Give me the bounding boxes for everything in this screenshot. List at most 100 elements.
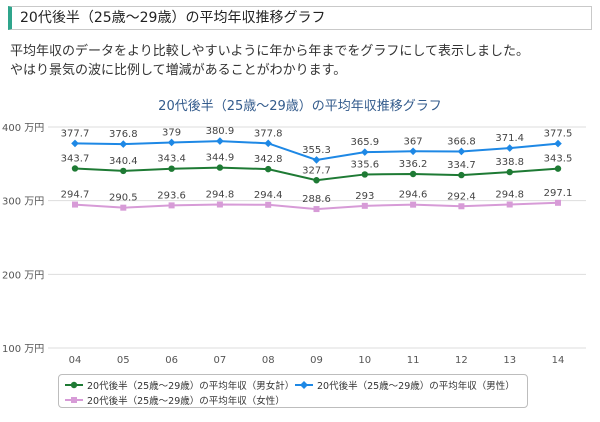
data-point[interactable] [264,139,272,148]
x-tick-label: 08 [262,355,275,366]
data-point[interactable] [361,171,368,178]
data-label: 376.8 [109,129,138,140]
data-point[interactable] [168,165,175,172]
data-label: 334.7 [447,160,476,171]
data-point[interactable] [457,147,466,156]
data-point[interactable] [216,164,224,171]
legend-marker-overall [65,381,83,389]
y-axis: 100 万円 200 万円 300 万円 400 万円 [2,123,44,355]
data-point[interactable] [265,201,272,208]
series-male: 377.7 376.8 379 380.9 377.8 355.3 365.9 367 366.… [61,126,573,164]
data-point[interactable] [313,177,320,184]
data-point[interactable] [216,137,224,145]
data-label: 335.6 [350,159,379,170]
data-point[interactable] [554,139,562,148]
data-point[interactable] [120,167,127,175]
legend-item-female[interactable]: 20代後半（25歳～29歳）の平均年収（女性） [65,393,285,407]
data-point[interactable] [410,201,417,208]
x-tick-label: 06 [165,355,178,366]
x-tick-label: 12 [455,355,468,366]
x-tick-label: 07 [214,355,227,366]
data-label: 343.4 [157,154,186,165]
data-label: 294.8 [495,189,524,200]
data-label: 380.9 [206,126,235,137]
y-tick-label: 300 万円 [2,197,44,208]
data-label: 342.8 [254,154,283,165]
data-label: 294.4 [254,190,283,201]
data-label: 290.5 [109,193,138,204]
data-label: 343.5 [544,154,573,165]
data-label: 379 [162,127,181,138]
data-label: 371.4 [495,133,524,144]
data-point[interactable] [409,170,417,178]
data-point[interactable] [361,148,369,156]
data-point[interactable] [312,156,321,164]
data-label: 292.4 [447,191,476,202]
data-point[interactable] [505,144,514,152]
data-label: 294.8 [206,189,235,200]
y-tick-label: 200 万円 [2,270,44,281]
data-label: 377.8 [254,128,283,139]
chart-legend: 20代後半（25歳～29歳）の平均年収（男女計） 20代後半（25歳～29歳）の… [58,374,528,408]
data-point[interactable] [167,138,176,147]
line-chart: 20代後半（25歳～29歳）の平均年収推移グラフ 100 万円 200 万円 300… [2,99,586,366]
data-label: 377.7 [61,128,90,139]
legend-label-male: 20代後半（25歳～29歳）の平均年収（男性） [317,381,515,392]
data-label: 297.1 [544,188,573,199]
data-point[interactable] [555,199,561,206]
data-point[interactable] [216,201,223,208]
data-point[interactable] [361,202,368,209]
data-label: 338.8 [495,157,524,168]
data-label: 336.2 [399,159,428,170]
data-label: 327.7 [302,165,331,176]
y-tick-label: 100 万円 [2,344,44,355]
data-point[interactable] [119,140,128,148]
data-point[interactable] [506,168,513,176]
x-tick-label: 11 [407,355,420,366]
legend-label-female: 20代後半（25歳～29歳）の平均年収（女性） [87,396,285,407]
data-point[interactable] [168,202,175,209]
data-label: 294.6 [399,190,428,201]
data-label: 294.7 [61,190,90,201]
data-point[interactable] [458,171,465,179]
data-label: 343.7 [61,153,90,164]
data-point[interactable] [554,165,562,172]
x-tick-label: 13 [503,355,516,366]
data-label: 365.9 [350,137,379,148]
x-tick-label: 04 [69,355,82,366]
series-female: 294.7 290.5 293.6 294.8 294.4 288.6 293 294.6 29… [61,188,573,213]
data-label: 293 [355,191,374,202]
chart-series: 343.7 340.4 343.4 344.9 342.8 327.7 335.6 336.2… [61,126,573,213]
chart-title: 20代後半（25歳～29歳）の平均年収推移グラフ [158,99,442,114]
section-heading: 20代後半（25歳～29歳）の平均年収推移グラフ [8,6,592,30]
data-point[interactable] [71,139,79,148]
data-point[interactable] [120,204,127,211]
data-point[interactable] [506,201,513,208]
data-point[interactable] [409,147,417,156]
chart-grid [48,126,586,349]
data-point[interactable] [458,203,465,210]
legend-item-overall[interactable]: 20代後半（25歳～29歳）の平均年収（男女計） [65,378,294,392]
intro-text: 平均年収のデータをより比較しやすいように年から年までをグラフにして表示しました。… [10,42,590,80]
data-label: 355.3 [302,145,331,156]
data-label: 344.9 [206,153,235,164]
intro-line-1: 平均年収のデータをより比較しやすいように年から年までをグラフにして表示しました。 [10,44,529,59]
x-tick-label: 10 [358,355,371,366]
x-axis: 04 05 06 07 08 09 10 11 12 13 14 [69,355,565,366]
intro-line-2: やはり景気の波に比例して増減があることがわかります。 [10,63,347,78]
data-point[interactable] [313,206,320,213]
data-label: 377.5 [544,129,573,140]
legend-marker-female [65,397,83,403]
data-label: 293.6 [157,190,186,201]
data-label: 366.8 [447,136,476,147]
y-tick-label: 400 万円 [2,123,44,134]
series-overall: 343.7 340.4 343.4 344.9 342.8 327.7 335.6 336.2… [61,153,573,184]
data-point[interactable] [71,165,79,172]
data-point[interactable] [265,165,272,173]
data-label: 288.6 [302,194,331,205]
legend-marker-male [295,381,313,389]
x-tick-label: 05 [117,355,130,366]
legend-item-male[interactable]: 20代後半（25歳～29歳）の平均年収（男性） [295,378,515,392]
data-point[interactable] [72,201,78,208]
data-label: 340.4 [109,156,138,167]
